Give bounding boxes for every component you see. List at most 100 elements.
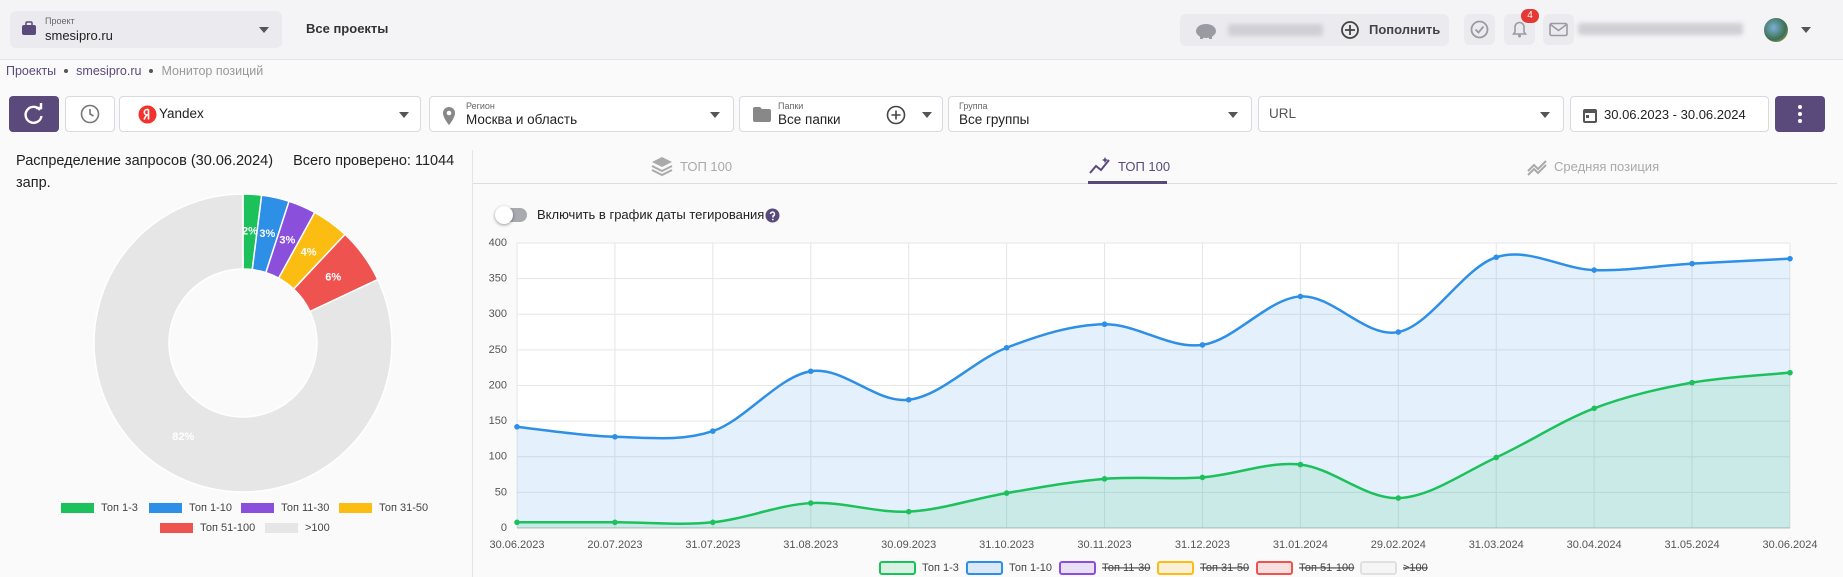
data-point — [1004, 490, 1010, 496]
group-label: Группа — [959, 101, 988, 111]
pie-label: 2% — [242, 226, 258, 238]
pie-slice — [243, 194, 262, 270]
breadcrumb-separator — [64, 69, 68, 73]
tab-label: ТОП 100 — [680, 159, 732, 174]
legend-label: Топ 51-100 — [200, 522, 255, 534]
legend-swatch — [1158, 562, 1193, 574]
region-value: Москва и область — [466, 112, 577, 127]
data-point — [808, 500, 814, 506]
notification-badge: 4 — [1521, 9, 1539, 23]
add-folder-icon[interactable] — [885, 104, 907, 126]
tab-label: Средняя позиция — [1554, 159, 1659, 174]
caret — [1228, 112, 1238, 118]
legend-swatch — [61, 503, 94, 513]
legend-label: Топ 1-3 — [922, 562, 959, 574]
x-tick-label: 30.11.2023 — [1077, 539, 1131, 551]
x-tick-label: 30.06.2024 — [1762, 539, 1817, 551]
pie-label: 6% — [325, 271, 341, 283]
legend-label: >100 — [1403, 562, 1428, 574]
group-select[interactable]: Группа Все группы — [948, 96, 1252, 132]
trend-icon — [1526, 155, 1548, 177]
avatar[interactable] — [1764, 18, 1788, 42]
x-tick-label: 31.01.2024 — [1273, 539, 1328, 551]
x-tick-label: 31.07.2023 — [685, 539, 740, 551]
top-up-button[interactable]: Пополнить — [1369, 22, 1440, 37]
data-point — [1396, 495, 1402, 501]
pie-slice — [252, 195, 289, 272]
region-select[interactable]: Регион Москва и область — [429, 96, 734, 132]
y-tick-label: 300 — [489, 308, 507, 320]
briefcase-icon — [21, 21, 37, 37]
date-picker[interactable]: 30.06.2023 - 30.06.2024 — [1570, 96, 1769, 132]
data-point — [1298, 462, 1304, 468]
plot-area — [517, 243, 1790, 528]
caret — [1801, 27, 1811, 33]
pin-icon — [441, 104, 457, 126]
breadcrumb-separator — [149, 69, 153, 73]
data-point — [1396, 329, 1402, 335]
pie-slice — [279, 212, 345, 289]
y-tick-label: 100 — [489, 451, 507, 463]
data-point — [1493, 254, 1499, 260]
series-line — [517, 373, 1790, 524]
caret — [399, 112, 409, 118]
all-projects-link[interactable]: Все проекты — [306, 21, 388, 36]
calendar-icon — [1582, 106, 1598, 124]
project-selector[interactable]: Проект smesipro.ru — [10, 11, 282, 48]
x-tick-label: 29.02.2024 — [1371, 539, 1426, 551]
y-tick-label: 150 — [489, 415, 507, 427]
tab[interactable]: Средняя позиция — [1526, 155, 1659, 177]
legend-swatch — [967, 562, 1002, 574]
data-point — [1787, 256, 1793, 262]
y-tick-label: 0 — [501, 522, 507, 534]
tab-underline — [1088, 181, 1167, 184]
breadcrumb-link[interactable]: Проекты — [6, 64, 56, 78]
legend-swatch — [241, 503, 274, 513]
refresh-button[interactable] — [9, 96, 59, 132]
data-point — [906, 397, 912, 403]
date-range: 30.06.2023 - 30.06.2024 — [1604, 107, 1746, 122]
breadcrumb-link[interactable]: smesipro.ru — [76, 64, 141, 78]
messages-button[interactable] — [1543, 14, 1574, 45]
folder-icon — [752, 106, 772, 123]
data-point — [710, 428, 716, 434]
legend-label: Топ 11-30 — [281, 502, 329, 514]
data-point — [612, 434, 618, 440]
pie-label: 3% — [279, 235, 295, 247]
tab-active[interactable]: ТОП 100 — [1088, 155, 1170, 177]
mail-icon — [1543, 14, 1574, 45]
toggle[interactable] — [496, 208, 527, 222]
engine-value: Yandex — [159, 106, 204, 121]
toggle-knob — [495, 206, 513, 224]
pie-slice — [94, 194, 392, 492]
data-point — [1102, 476, 1108, 482]
x-tick-label: 30.09.2023 — [881, 539, 936, 551]
refresh-icon — [9, 96, 59, 132]
tab[interactable]: ТОП 100 — [650, 155, 732, 177]
header: Проект smesipro.ru Все проекты Пополнить… — [0, 0, 1843, 60]
x-tick-label: 30.04.2024 — [1567, 539, 1622, 551]
url-select[interactable]: URL — [1258, 96, 1564, 132]
url-placeholder: URL — [1269, 106, 1296, 121]
y-tick-label: 200 — [489, 379, 507, 391]
data-point — [906, 509, 912, 515]
distribution-title: Распределение запросов (30.06.2024) — [16, 153, 273, 169]
caret — [922, 112, 932, 118]
clock-icon — [66, 97, 114, 131]
more-button[interactable] — [1775, 96, 1825, 132]
legend-swatch — [339, 503, 372, 513]
tasks-button[interactable] — [1464, 14, 1495, 45]
folders-select[interactable]: Папки Все папки — [739, 96, 943, 132]
engine-select[interactable]: Yandex — [119, 96, 421, 132]
plus-icon[interactable] — [1340, 20, 1360, 40]
x-tick-label: 31.12.2023 — [1175, 539, 1230, 551]
help-icon[interactable] — [765, 208, 780, 223]
project-label: Проект — [45, 16, 75, 26]
piggy-icon — [1194, 20, 1218, 40]
legend-swatch — [149, 503, 182, 513]
pie-slice — [294, 234, 378, 311]
x-tick-label: 31.10.2023 — [979, 539, 1034, 551]
history-button[interactable] — [65, 96, 115, 132]
